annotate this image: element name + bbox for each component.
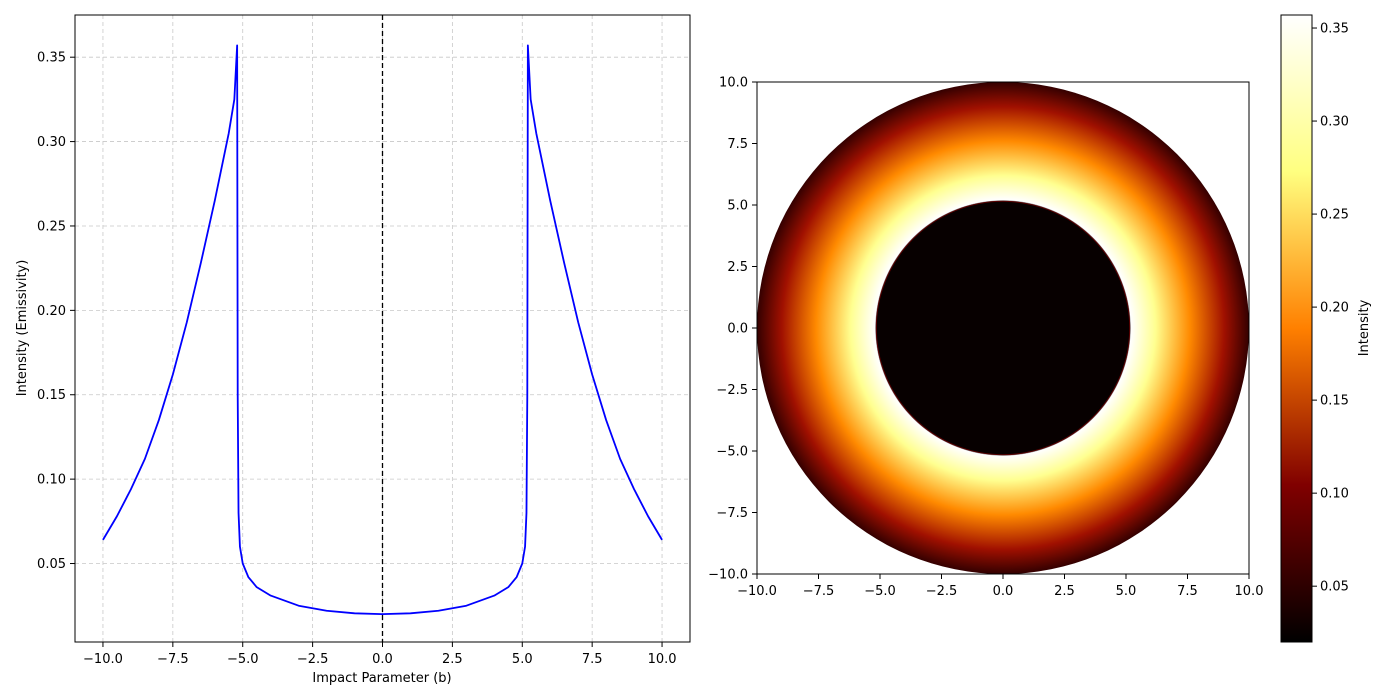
image-x-tick-label: 10.0 xyxy=(1235,584,1264,599)
colorbar-gradient xyxy=(1281,15,1312,642)
image-x-tick-label: 0.0 xyxy=(993,584,1014,599)
x-tick-label: 0.0 xyxy=(372,652,393,667)
colorbar-tick-label: 0.30 xyxy=(1320,115,1349,130)
image-y-tick-label: 7.5 xyxy=(727,137,748,152)
y-tick-label: 0.30 xyxy=(37,135,66,150)
profile-y-axis: 0.05 0.10 0.15 0.20 0.25 0.30 0.35 xyxy=(37,51,75,572)
profile-grid xyxy=(75,15,690,642)
image-y-tick-label: −7.5 xyxy=(716,506,748,521)
image-x-axis: −10.0 −7.5 −5.0 −2.5 0.0 2.5 5.0 7.5 10.0 xyxy=(737,574,1263,599)
image-y-tick-label: −10.0 xyxy=(708,568,748,583)
image-y-axis: −10.0 −7.5 −5.0 −2.5 0.0 2.5 5.0 7.5 10.0 xyxy=(708,76,757,583)
colorbar-tick-label: 0.05 xyxy=(1320,580,1349,595)
x-tick-label: −5.0 xyxy=(227,652,259,667)
image-x-tick-label: −5.0 xyxy=(864,584,896,599)
colorbar: 0.05 0.10 0.15 0.20 0.25 0.30 0.35 Intensity xyxy=(1280,14,1372,643)
colorbar-tick-label: 0.35 xyxy=(1320,22,1349,37)
image-x-tick-label: −2.5 xyxy=(926,584,958,599)
image-x-tick-label: −7.5 xyxy=(803,584,835,599)
image-x-tick-label: −10.0 xyxy=(737,584,777,599)
image-y-tick-label: −2.5 xyxy=(716,383,748,398)
colorbar-frame xyxy=(1280,14,1313,643)
x-tick-label: 7.5 xyxy=(582,652,603,667)
x-tick-label: 5.0 xyxy=(512,652,533,667)
image-x-tick-label: 5.0 xyxy=(1116,584,1137,599)
profile-chart: −10.0 −7.5 −5.0 −2.5 0.0 2.5 5.0 7.5 10.0 0.050.… xyxy=(15,14,691,686)
x-tick-label: −10.0 xyxy=(83,652,123,667)
y-tick-label: 0.05 xyxy=(37,557,66,572)
colorbar-tick-label: 0.25 xyxy=(1320,208,1349,223)
image-x-tick-label: 2.5 xyxy=(1054,584,1075,599)
y-tick-label: 0.25 xyxy=(37,219,66,234)
image-y-tick-label: 5.0 xyxy=(727,199,748,214)
profile-x-axis: −10.0 −7.5 −5.0 −2.5 0.0 2.5 5.0 7.5 10.0 xyxy=(83,642,677,667)
image-y-tick-label: 10.0 xyxy=(719,76,748,91)
profile-y-axis-label: Intensity (Emissivity) xyxy=(15,260,30,397)
y-tick-label: 0.35 xyxy=(37,51,66,66)
y-tick-label: 0.10 xyxy=(37,473,66,488)
colorbar-axis: 0.05 0.10 0.15 0.20 0.25 0.30 0.35 xyxy=(1312,22,1349,595)
y-tick-label: 0.20 xyxy=(37,304,66,319)
shadow-image-chart: −10.0 −7.5 −5.0 −2.5 0.0 2.5 5.0 7.5 10.0 −10.0−… xyxy=(708,76,1263,600)
colorbar-tick-label: 0.10 xyxy=(1320,487,1349,502)
profile-x-axis-label: Impact Parameter (b) xyxy=(312,671,451,686)
colorbar-tick-label: 0.20 xyxy=(1320,301,1349,316)
image-y-tick-label: 0.0 xyxy=(727,322,748,337)
x-tick-label: 2.5 xyxy=(442,652,463,667)
intensity-series-line xyxy=(102,44,663,616)
x-tick-label: 10.0 xyxy=(648,652,677,667)
x-tick-label: −2.5 xyxy=(297,652,329,667)
image-y-tick-label: 2.5 xyxy=(727,260,748,275)
y-tick-label: 0.15 xyxy=(37,388,66,403)
image-x-tick-label: 7.5 xyxy=(1177,584,1198,599)
image-y-tick-label: −5.0 xyxy=(716,445,748,460)
x-tick-label: −7.5 xyxy=(157,652,189,667)
colorbar-label: Intensity xyxy=(1357,299,1372,356)
black-hole-shadow xyxy=(875,200,1131,456)
colorbar-tick-label: 0.15 xyxy=(1320,394,1349,409)
